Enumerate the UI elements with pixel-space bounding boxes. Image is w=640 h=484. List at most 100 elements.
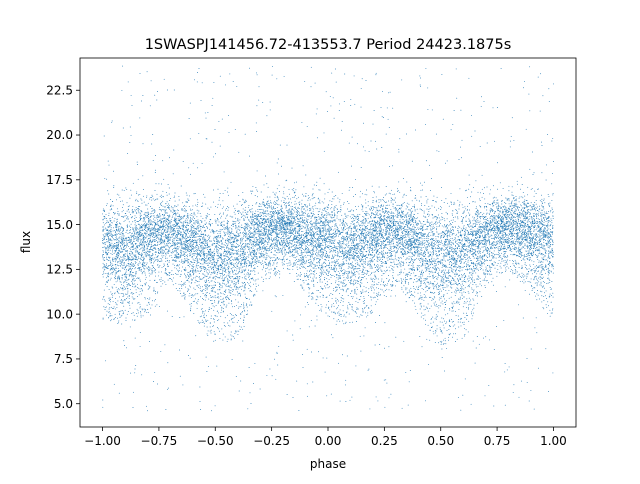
data-point	[538, 281, 540, 283]
data-point	[315, 227, 317, 229]
data-point	[439, 233, 441, 235]
data-point	[218, 254, 220, 256]
data-point	[540, 212, 542, 214]
data-point	[361, 223, 363, 225]
data-point	[469, 250, 471, 252]
data-point	[267, 214, 269, 216]
data-point	[419, 253, 421, 255]
data-point	[483, 193, 484, 194]
data-point	[342, 231, 344, 233]
data-point	[276, 240, 278, 242]
data-point	[270, 230, 272, 232]
data-point	[432, 274, 434, 276]
data-point	[237, 227, 239, 229]
data-point	[467, 250, 469, 252]
data-point	[235, 221, 237, 223]
data-point	[360, 87, 362, 89]
data-point	[543, 221, 545, 223]
data-point	[541, 219, 543, 221]
data-point	[369, 261, 371, 263]
data-point	[311, 293, 313, 295]
data-point	[433, 296, 435, 298]
data-point	[246, 303, 248, 305]
data-point	[377, 238, 379, 240]
data-point	[488, 214, 490, 216]
data-point	[180, 185, 182, 187]
data-point	[220, 312, 222, 314]
data-point	[288, 245, 290, 247]
data-point	[109, 261, 111, 263]
data-point	[532, 245, 534, 247]
data-point	[250, 209, 252, 210]
data-point	[337, 319, 339, 320]
data-point	[208, 264, 210, 266]
data-point	[417, 258, 419, 260]
data-point	[145, 276, 147, 278]
data-point	[524, 263, 526, 265]
data-point	[351, 267, 353, 269]
data-point	[304, 227, 306, 229]
data-point	[115, 237, 117, 239]
data-point	[109, 312, 111, 314]
data-point	[533, 172, 535, 174]
data-point	[388, 214, 390, 215]
data-point	[427, 324, 429, 326]
data-point	[166, 194, 168, 196]
data-point	[375, 301, 377, 303]
data-point	[223, 252, 224, 254]
data-point	[102, 262, 104, 264]
data-point	[465, 306, 467, 308]
data-point	[464, 378, 466, 380]
data-point	[202, 263, 204, 265]
data-point	[430, 258, 432, 260]
data-point	[169, 208, 171, 210]
data-point	[531, 251, 533, 253]
data-point	[536, 332, 538, 334]
data-point	[251, 235, 253, 237]
data-point	[271, 221, 273, 223]
data-point	[404, 253, 406, 255]
data-point	[236, 264, 238, 266]
data-point	[446, 284, 448, 286]
data-point	[365, 218, 367, 220]
data-point	[500, 241, 502, 243]
data-point	[158, 234, 160, 236]
data-point	[241, 215, 243, 217]
data-point	[147, 208, 149, 210]
data-point	[405, 278, 407, 280]
data-point	[229, 252, 231, 254]
data-point	[396, 238, 398, 240]
data-point	[114, 234, 116, 236]
data-point	[546, 240, 548, 242]
data-point	[187, 255, 188, 257]
data-point	[281, 245, 283, 246]
data-point	[325, 233, 326, 235]
data-point	[140, 212, 141, 214]
data-point	[416, 208, 418, 210]
data-point	[452, 283, 454, 285]
data-point	[139, 332, 141, 334]
data-point	[504, 371, 506, 373]
data-point	[296, 266, 298, 268]
data-point	[478, 224, 480, 226]
data-point	[179, 276, 181, 277]
data-point	[213, 255, 215, 257]
data-point	[193, 287, 195, 289]
data-point	[491, 247, 493, 248]
data-point	[206, 272, 208, 274]
data-point	[225, 263, 227, 265]
data-point	[435, 240, 437, 242]
data-point	[331, 203, 333, 205]
data-point	[141, 273, 143, 275]
data-point	[535, 276, 537, 278]
data-point	[552, 161, 554, 163]
data-point	[366, 228, 368, 230]
data-point	[127, 216, 129, 218]
data-point	[128, 232, 130, 234]
data-point	[115, 242, 117, 243]
data-point	[435, 133, 437, 135]
data-point	[498, 251, 500, 253]
data-point	[423, 260, 425, 262]
data-point	[221, 221, 223, 223]
data-point	[211, 256, 213, 258]
